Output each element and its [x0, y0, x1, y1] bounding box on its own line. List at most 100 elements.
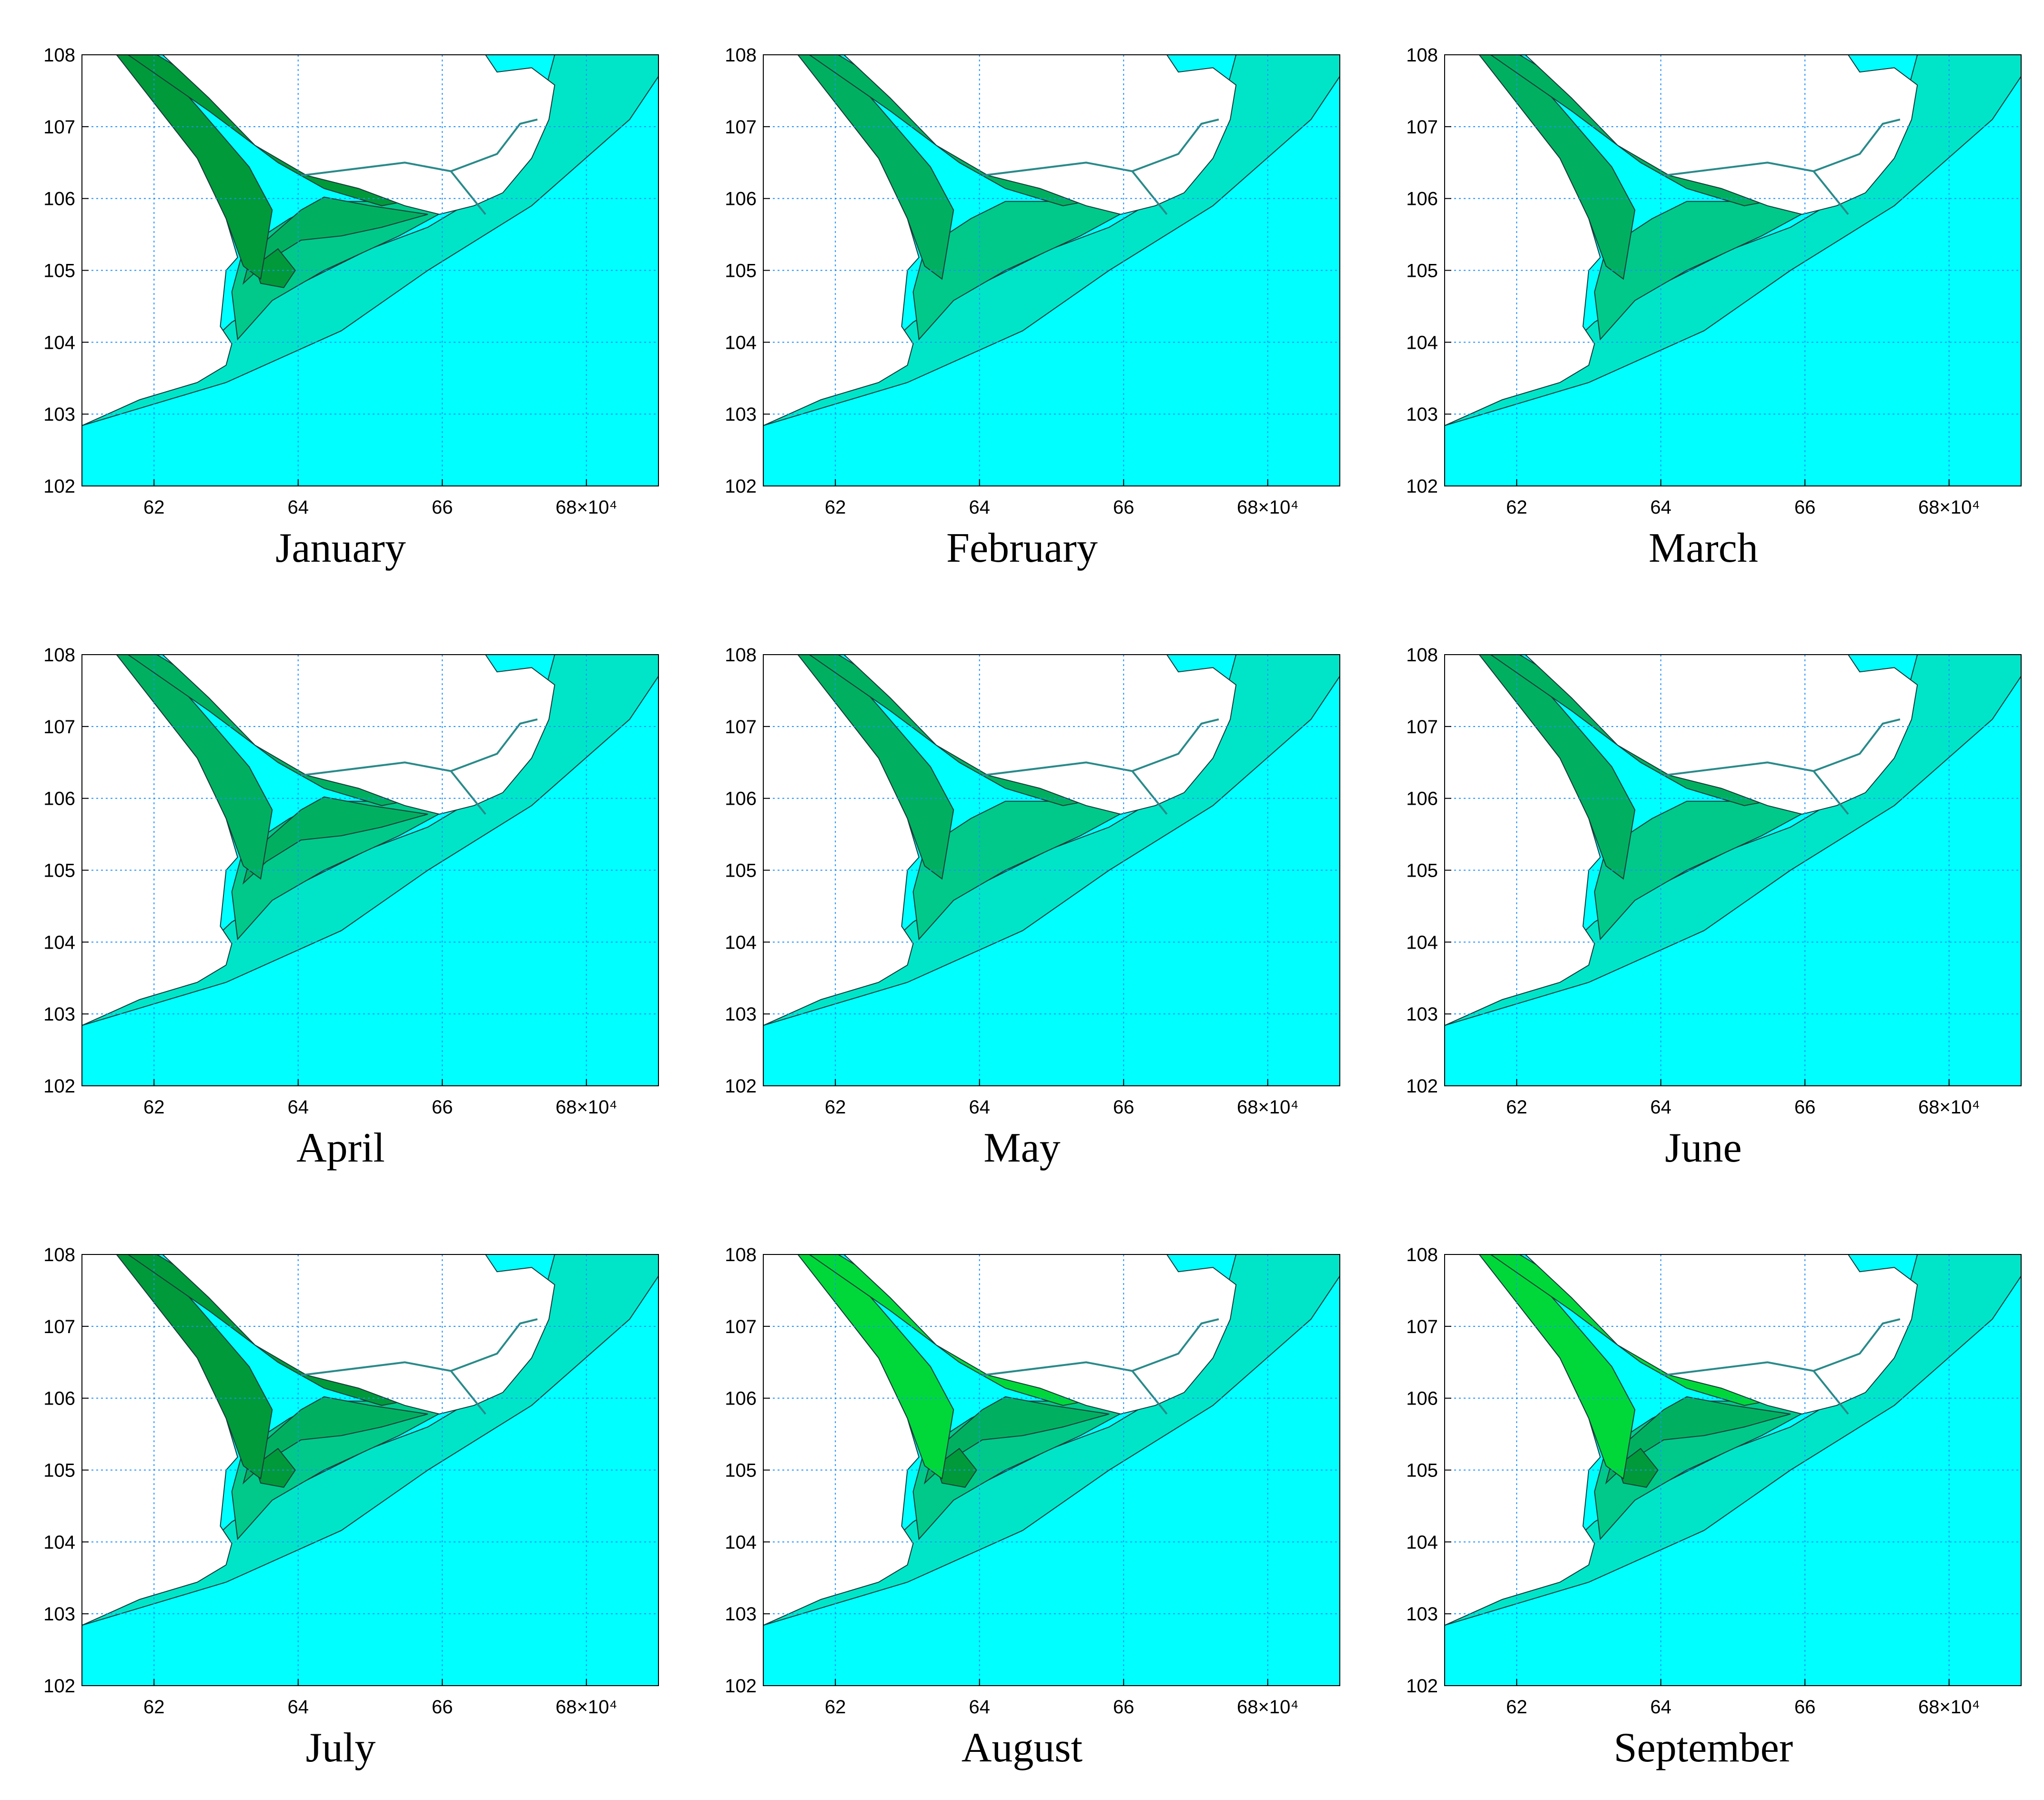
y-tick-label: 105 [1406, 860, 1438, 881]
month-caption: April [296, 1125, 385, 1171]
y-tick-label: 104 [1406, 332, 1438, 353]
x-tick-label: 68×10⁴ [556, 497, 617, 518]
x-tick-label: 66 [432, 1097, 453, 1118]
x-tick-label: 66 [432, 497, 453, 518]
map-plot-april: 62 64 66 68×10⁴ 102 103 104 105 106 107 108 [43, 645, 659, 1118]
y-tick-label: 105 [1406, 1460, 1438, 1481]
y-tick-label: 107 [725, 117, 757, 138]
x-tick-label: 62 [143, 1097, 165, 1118]
x-tick-label: 64 [969, 1097, 991, 1118]
x-tick-label: 64 [969, 497, 991, 518]
month-caption: February [946, 525, 1098, 571]
x-tick-label: 68×10⁴ [1237, 1097, 1299, 1118]
y-tick-label: 108 [1406, 645, 1438, 666]
y-tick-label: 102 [1406, 1676, 1438, 1697]
land-west [1444, 54, 1601, 426]
levee-line [450, 1318, 538, 1372]
x-tick-label: 64 [288, 497, 309, 518]
month-caption: September [1613, 1725, 1793, 1771]
y-tick-label: 108 [725, 45, 757, 66]
y-tick-label: 108 [43, 45, 75, 66]
y-tick-label: 108 [43, 645, 75, 666]
y-tick-label: 105 [725, 1460, 757, 1481]
levee-line [301, 1361, 486, 1415]
x-tick-label: 62 [1506, 1697, 1528, 1718]
map-plot-january: 62 64 66 68×10⁴ 102 103 104 105 106 107 108 [43, 45, 659, 518]
map-plot-may: 62 64 66 68×10⁴ 102 103 104 105 106 107 108 [725, 645, 1340, 1118]
plume-core-contour [935, 1447, 977, 1488]
x-tick-label: 62 [1506, 1097, 1528, 1118]
y-tick-label: 107 [43, 1316, 75, 1337]
levee-line [1132, 718, 1219, 772]
x-tick-label: 66 [1794, 1697, 1816, 1718]
y-tick-label: 102 [1406, 1076, 1438, 1097]
map-plot-february: 62 64 66 68×10⁴ 102 103 104 105 106 107 108 [725, 45, 1340, 518]
x-tick-label: 68×10⁴ [1918, 1097, 1980, 1118]
land-island [161, 1254, 556, 1415]
map-plot-september: 62 64 66 68×10⁴ 102 103 104 105 106 107 108 [1406, 1244, 2022, 1718]
plume-core-contour [1617, 1447, 1659, 1488]
x-tick-label: 62 [825, 1097, 846, 1118]
y-tick-label: 107 [43, 117, 75, 138]
x-tick-label: 62 [825, 1697, 846, 1718]
x-tick-label: 66 [1794, 1097, 1816, 1118]
map-panel-september: 62 64 66 68×10⁴ 102 103 104 105 106 107 108 Septemb… [1363, 1200, 2044, 1800]
y-tick-label: 103 [1406, 1004, 1438, 1025]
map-panel-july: 62 64 66 68×10⁴ 102 103 104 105 106 107 108 July [0, 1200, 681, 1800]
y-tick-label: 103 [725, 1004, 757, 1025]
y-tick-label: 106 [725, 189, 757, 210]
land-island [1524, 1254, 1918, 1415]
x-tick-label: 62 [825, 497, 846, 518]
land-island [1524, 54, 1918, 215]
y-tick-label: 106 [43, 789, 75, 809]
y-tick-label: 102 [725, 476, 757, 497]
y-tick-label: 104 [725, 332, 757, 353]
y-tick-label: 107 [1406, 717, 1438, 738]
map-panel-february: 62 64 66 68×10⁴ 102 103 104 105 106 107 108 Februar… [681, 0, 1363, 600]
levee-line [1663, 1361, 1849, 1415]
y-tick-label: 103 [1406, 1604, 1438, 1625]
land-west [1444, 654, 1601, 1026]
x-tick-label: 66 [432, 1697, 453, 1718]
land-island [161, 654, 556, 815]
y-tick-label: 104 [1406, 1532, 1438, 1553]
levee-line [1132, 118, 1219, 172]
land-west [763, 654, 920, 1026]
y-tick-label: 103 [43, 1604, 75, 1625]
y-tick-label: 102 [43, 1076, 75, 1097]
y-tick-label: 106 [1406, 1388, 1438, 1409]
y-tick-label: 105 [43, 1460, 75, 1481]
y-tick-label: 103 [43, 1004, 75, 1025]
land-island [842, 54, 1237, 215]
x-tick-label: 64 [969, 1697, 991, 1718]
x-tick-label: 64 [288, 1697, 309, 1718]
land-west [763, 54, 920, 426]
levee-line [450, 718, 538, 772]
x-tick-label: 64 [1650, 1697, 1672, 1718]
y-tick-label: 103 [725, 404, 757, 425]
plume-core-contour [254, 1447, 296, 1488]
levee-line [1663, 162, 1849, 215]
x-tick-label: 66 [1113, 1097, 1134, 1118]
map-panel-april: 62 64 66 68×10⁴ 102 103 104 105 106 107 108 April [0, 600, 681, 1200]
levee-line [1132, 1318, 1219, 1372]
month-caption: March [1649, 525, 1758, 571]
y-tick-label: 105 [725, 860, 757, 881]
y-tick-label: 106 [43, 189, 75, 210]
land-west [763, 1254, 920, 1626]
land-west [81, 654, 238, 1026]
y-tick-label: 108 [725, 1244, 757, 1265]
y-tick-label: 107 [725, 1316, 757, 1337]
x-tick-label: 62 [143, 1697, 165, 1718]
levee-line [450, 118, 538, 172]
levee-line [301, 761, 486, 815]
y-tick-label: 102 [1406, 476, 1438, 497]
x-tick-label: 68×10⁴ [1918, 497, 1980, 518]
levee-line [301, 162, 486, 215]
y-tick-label: 103 [725, 1604, 757, 1625]
levee-line [982, 1361, 1168, 1415]
y-tick-label: 105 [43, 860, 75, 881]
land-island [1524, 654, 1918, 815]
y-tick-label: 107 [1406, 1316, 1438, 1337]
x-tick-label: 68×10⁴ [556, 1697, 617, 1718]
